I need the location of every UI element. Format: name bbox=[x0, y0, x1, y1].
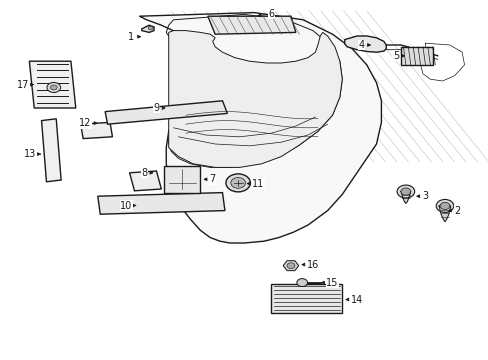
Circle shape bbox=[396, 185, 414, 198]
Polygon shape bbox=[400, 192, 410, 203]
Circle shape bbox=[148, 26, 153, 30]
Text: 11: 11 bbox=[247, 179, 264, 189]
Circle shape bbox=[50, 85, 57, 90]
Circle shape bbox=[47, 82, 61, 93]
Polygon shape bbox=[105, 101, 227, 124]
Circle shape bbox=[225, 174, 250, 192]
Text: 5: 5 bbox=[392, 51, 404, 61]
Text: 2: 2 bbox=[448, 206, 459, 216]
Circle shape bbox=[400, 188, 410, 195]
Text: 10: 10 bbox=[120, 201, 136, 211]
Circle shape bbox=[230, 177, 245, 188]
Polygon shape bbox=[98, 193, 224, 214]
Text: 17: 17 bbox=[17, 80, 33, 90]
Text: 14: 14 bbox=[346, 294, 363, 305]
Text: 8: 8 bbox=[141, 168, 152, 178]
Text: 15: 15 bbox=[321, 278, 338, 288]
Text: 9: 9 bbox=[153, 103, 164, 113]
Text: 6: 6 bbox=[258, 9, 274, 19]
Circle shape bbox=[435, 199, 453, 212]
Bar bbox=[163, 166, 200, 193]
Polygon shape bbox=[29, 61, 76, 108]
Polygon shape bbox=[142, 25, 154, 32]
Circle shape bbox=[439, 202, 449, 210]
Text: 1: 1 bbox=[128, 32, 140, 42]
Text: 12: 12 bbox=[79, 118, 97, 128]
Text: 16: 16 bbox=[302, 260, 319, 270]
Polygon shape bbox=[81, 122, 112, 139]
Text: 13: 13 bbox=[24, 149, 40, 159]
Circle shape bbox=[286, 263, 294, 269]
Circle shape bbox=[296, 279, 307, 287]
Polygon shape bbox=[438, 206, 450, 222]
Polygon shape bbox=[139, 13, 381, 243]
Polygon shape bbox=[129, 171, 161, 191]
Bar bbox=[400, 47, 432, 65]
Text: 7: 7 bbox=[204, 174, 215, 184]
Polygon shape bbox=[168, 31, 342, 167]
Polygon shape bbox=[344, 36, 386, 52]
Polygon shape bbox=[41, 119, 61, 182]
Polygon shape bbox=[283, 261, 298, 271]
Polygon shape bbox=[215, 65, 295, 140]
Text: 4: 4 bbox=[358, 40, 369, 50]
Text: 3: 3 bbox=[416, 191, 427, 201]
Polygon shape bbox=[207, 16, 295, 34]
Bar bbox=[271, 284, 342, 313]
